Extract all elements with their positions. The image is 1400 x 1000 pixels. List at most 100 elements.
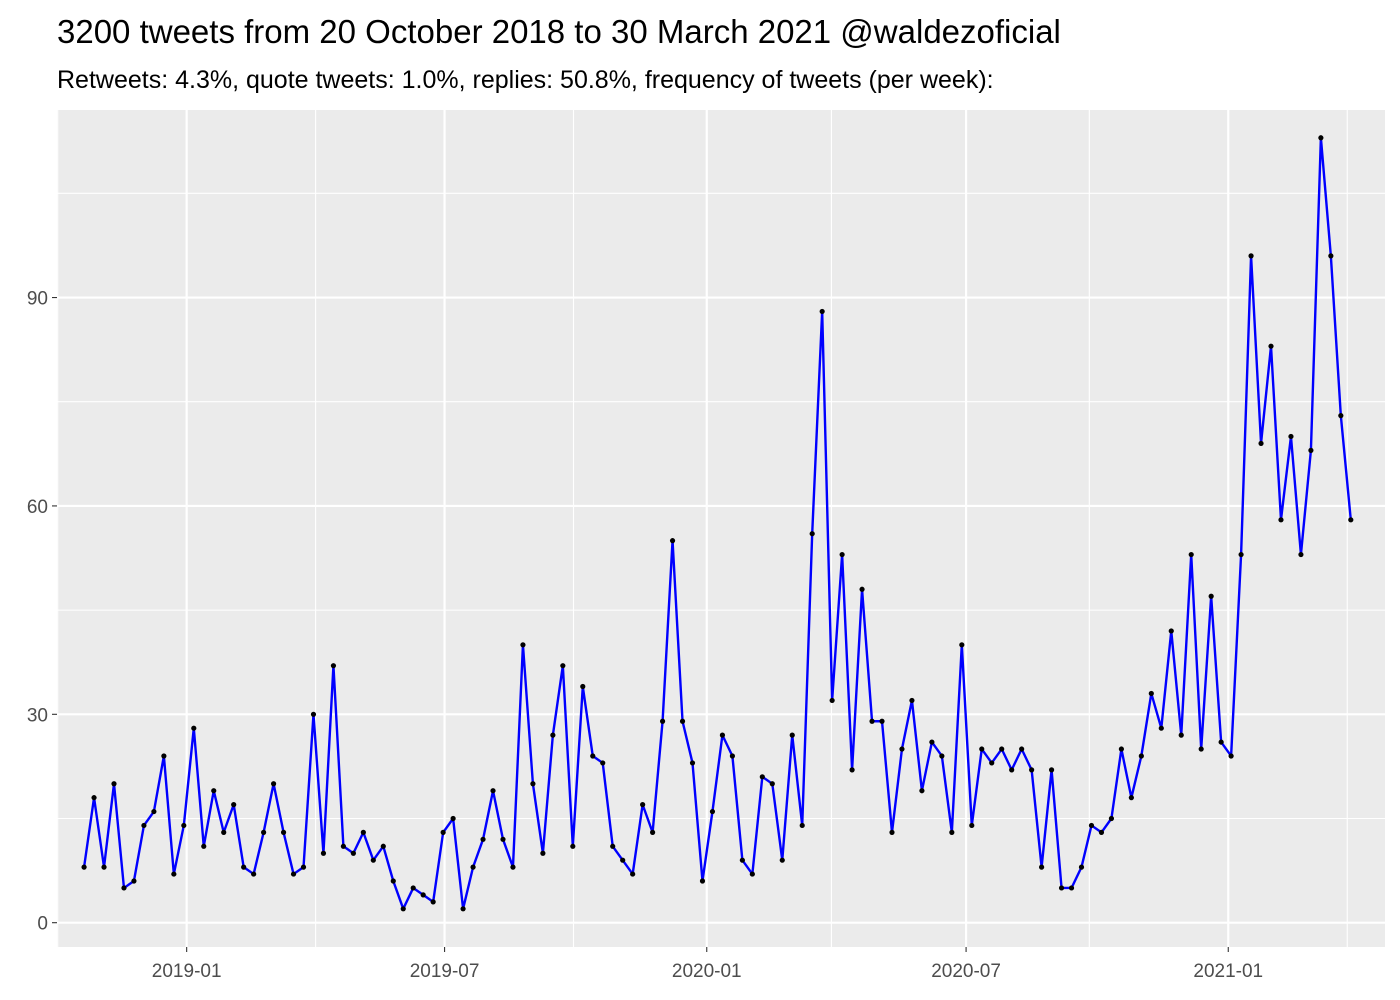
data-point (560, 663, 566, 669)
data-point (1128, 795, 1134, 801)
data-point (270, 781, 277, 787)
data-point (909, 697, 915, 704)
data-point (300, 864, 307, 870)
data-point (610, 843, 616, 849)
data-point (181, 822, 187, 829)
data-point (550, 732, 556, 738)
data-point (789, 732, 795, 738)
data-point (320, 850, 327, 856)
data-point (1318, 135, 1324, 141)
x-tick-label: 2020-01 (672, 961, 742, 982)
data-point (1188, 551, 1194, 558)
data-point (520, 642, 526, 648)
data-point (829, 697, 835, 704)
data-point (400, 906, 406, 912)
data-point (480, 836, 486, 842)
data-point (769, 781, 775, 787)
x-tick-label: 2019-01 (152, 961, 222, 982)
data-point (1178, 732, 1184, 738)
data-point (280, 829, 287, 835)
x-tick-label: 2019-07 (410, 961, 480, 982)
data-point (1048, 767, 1055, 773)
data-point (979, 746, 985, 752)
data-point (839, 551, 845, 558)
data-point (131, 878, 137, 884)
data-point (440, 829, 446, 835)
data-point (161, 753, 167, 759)
data-point (350, 850, 356, 856)
data-point (1168, 628, 1174, 634)
data-point (510, 864, 516, 870)
chart-title: 3200 tweets from 20 October 2018 to 30 M… (57, 13, 1061, 50)
data-point (91, 795, 97, 801)
x-tick-label: 2021-01 (1193, 961, 1263, 982)
data-point (310, 711, 317, 717)
data-point (340, 843, 347, 849)
data-point (650, 829, 656, 835)
data-point (819, 308, 825, 315)
data-point (540, 850, 546, 856)
data-point (261, 829, 267, 835)
data-point (799, 822, 805, 829)
data-point (151, 808, 157, 815)
data-point (141, 822, 147, 829)
data-point (1348, 517, 1354, 523)
data-point (709, 808, 716, 815)
data-point (620, 857, 626, 863)
y-tick-label: 60 (27, 497, 48, 518)
data-point (1088, 822, 1095, 829)
data-point (859, 586, 865, 592)
data-point (1198, 746, 1204, 752)
data-point (330, 663, 337, 669)
data-point (211, 788, 217, 794)
data-point (999, 746, 1005, 752)
data-point (231, 802, 237, 808)
chart-subtitle: Retweets: 4.3%, quote tweets: 1.0%, repl… (57, 66, 994, 94)
data-point (1328, 253, 1334, 259)
data-point (221, 829, 227, 835)
data-point (889, 829, 895, 835)
y-tick-label: 0 (37, 914, 48, 935)
data-point (699, 878, 706, 884)
data-point (111, 781, 117, 787)
data-point (669, 538, 676, 544)
data-point (969, 822, 975, 829)
data-point (1039, 864, 1045, 870)
grid-minor (57, 110, 1385, 947)
data-point (81, 864, 87, 870)
data-point (490, 788, 496, 794)
data-point (939, 753, 945, 759)
data-point (450, 815, 456, 822)
data-point (759, 774, 765, 780)
data-point (1009, 767, 1015, 773)
data-point (1058, 885, 1065, 891)
data-point (1278, 517, 1284, 523)
data-point (1118, 746, 1124, 752)
x-tick-label: 2020-07 (931, 961, 1001, 982)
data-point (290, 871, 297, 877)
data-point (101, 864, 107, 870)
data-point (1108, 815, 1115, 822)
data-point (1238, 551, 1244, 558)
data-point (580, 683, 586, 690)
data-point (570, 843, 576, 849)
data-point (689, 760, 696, 766)
data-point (630, 871, 636, 877)
data-point (1138, 753, 1144, 759)
data-point (779, 857, 785, 863)
data-point (1268, 343, 1274, 349)
axes: 0 30 60 90 2019-01 2019-07 2020-01 2020-07 2021-… (27, 289, 1263, 982)
data-point (1068, 885, 1075, 891)
y-tick-label: 30 (27, 705, 48, 726)
data-point (201, 843, 207, 849)
data-point (679, 718, 686, 724)
data-point (1158, 725, 1164, 731)
data-point (360, 829, 366, 835)
data-point (410, 885, 416, 891)
data-point (1338, 413, 1344, 419)
data-point (380, 843, 386, 849)
data-point (1308, 447, 1314, 453)
data-point (1029, 767, 1035, 773)
series (81, 135, 1354, 912)
